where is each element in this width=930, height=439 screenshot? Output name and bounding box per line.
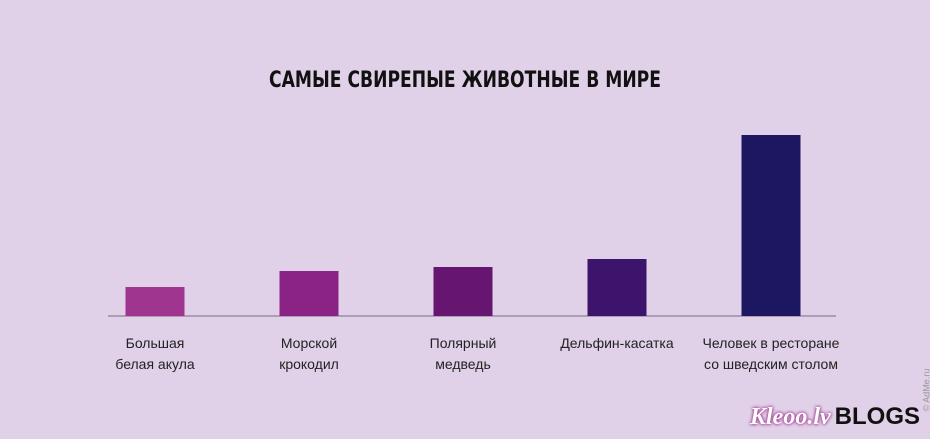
- x-tick-label: Человек в ресторане со шведским столом: [702, 335, 840, 372]
- x-tick-label: Большая белая акула: [115, 335, 195, 372]
- logo: Kleoo.lv BLOGS: [750, 403, 920, 431]
- watermark: © AdMe.ru: [921, 368, 930, 412]
- logo-suffix: BLOGS: [834, 403, 920, 430]
- x-tick-label: Полярный медведь: [429, 335, 497, 372]
- bar: [433, 267, 493, 316]
- chart-title: САМЫЕ СВИРЕПЫЕ ЖИВОТНЫЕ В МИРЕ: [269, 68, 661, 93]
- x-tick-label: Морской крокодил: [279, 335, 339, 372]
- x-tick-label: Дельфин-касатка: [560, 335, 674, 351]
- bar: [741, 135, 801, 316]
- bar: [125, 287, 185, 316]
- bar: [279, 271, 339, 316]
- bar: [587, 259, 647, 316]
- logo-name: Kleoo.lv: [750, 404, 831, 430]
